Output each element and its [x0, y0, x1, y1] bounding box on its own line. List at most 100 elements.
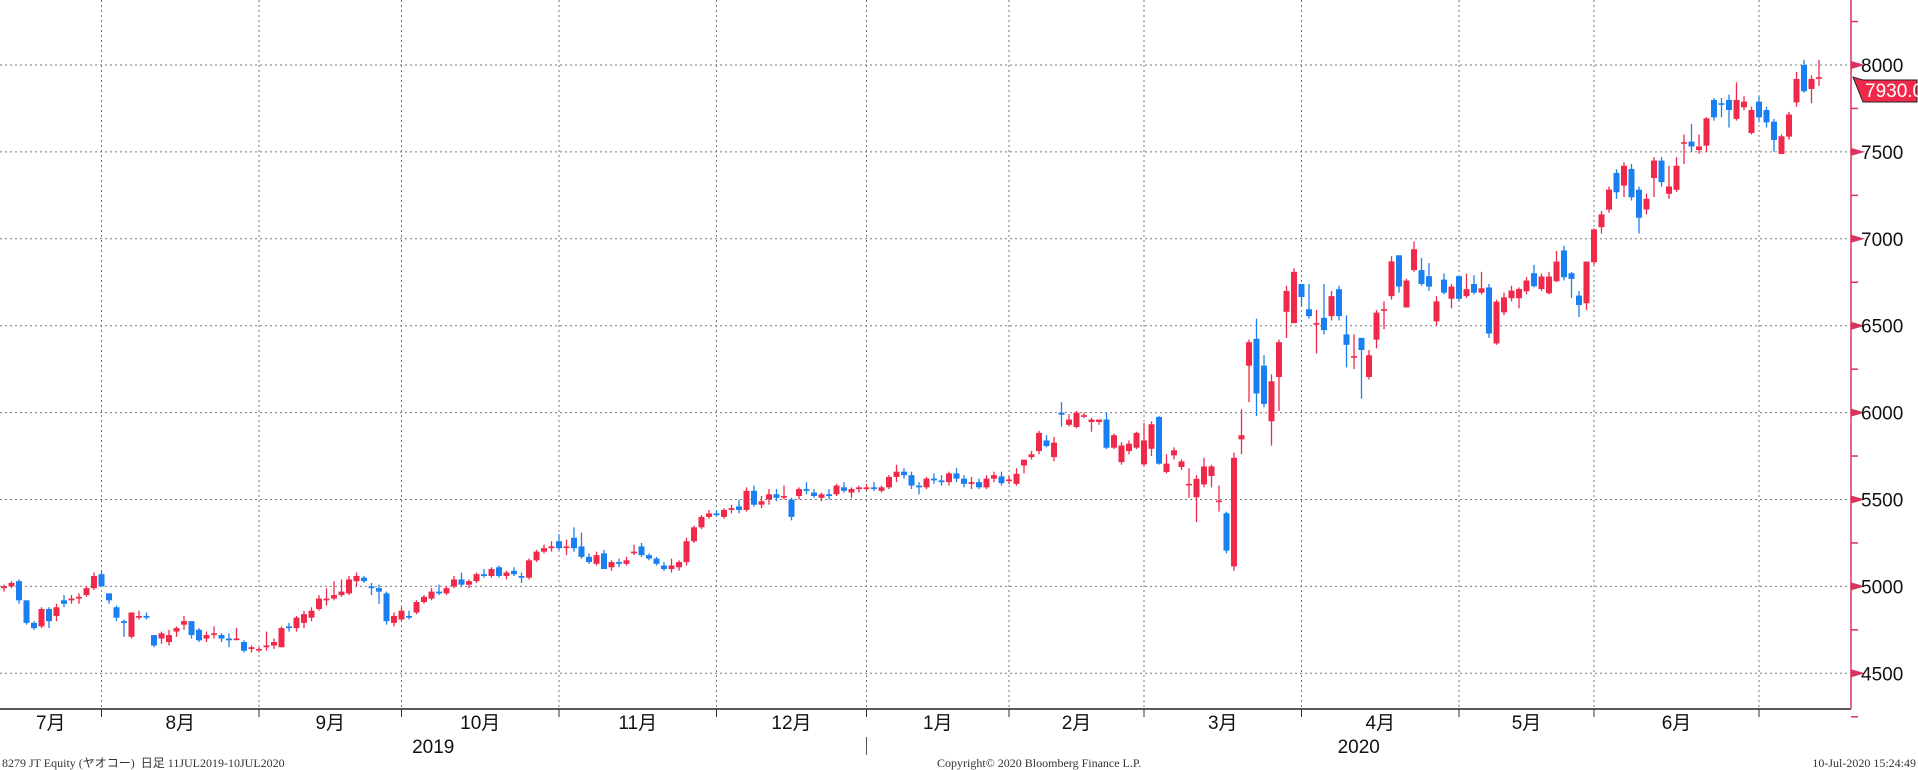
candle-body — [481, 574, 487, 576]
candle-body — [1816, 77, 1822, 79]
candle — [113, 605, 120, 622]
candle — [511, 567, 517, 576]
candle — [1133, 431, 1140, 450]
candle — [683, 537, 690, 566]
candle — [1456, 275, 1462, 302]
candle — [1658, 157, 1665, 187]
candle — [991, 471, 997, 483]
candle-body — [1688, 141, 1695, 147]
copyright: Copyright© 2020 Bloomberg Finance L.P. — [937, 756, 1142, 770]
candle-body — [113, 607, 120, 618]
candle — [1261, 355, 1267, 408]
candle — [1298, 283, 1305, 307]
candle-body — [923, 478, 930, 488]
candle-body — [1808, 78, 1815, 89]
candle-body — [1696, 146, 1702, 150]
candle — [1306, 283, 1312, 319]
candle — [541, 544, 547, 554]
candle — [1688, 124, 1695, 152]
candle — [908, 471, 915, 490]
candle — [218, 633, 225, 643]
candle — [1141, 423, 1147, 467]
candle — [1756, 96, 1762, 123]
candle — [158, 631, 165, 644]
candle — [458, 572, 465, 587]
candle — [1366, 350, 1372, 380]
candle — [721, 508, 727, 519]
candle-body — [8, 582, 15, 587]
candle — [856, 485, 862, 493]
candle-body — [736, 506, 742, 510]
candle — [1741, 96, 1747, 111]
candle — [818, 492, 825, 502]
candle-body — [706, 513, 712, 517]
month-label: 4月 — [1365, 713, 1395, 734]
candle-body — [1576, 295, 1582, 306]
candle-body — [586, 556, 592, 563]
candle — [1621, 162, 1627, 198]
candle-body — [106, 593, 112, 601]
candle-body — [331, 595, 337, 599]
candle — [803, 482, 810, 495]
month-label: 3月 — [1208, 713, 1238, 734]
candle-body — [1343, 334, 1350, 345]
candle — [1793, 71, 1800, 107]
candle — [241, 640, 247, 653]
candle — [1148, 421, 1155, 457]
candle-body — [983, 478, 990, 488]
candle — [1523, 277, 1530, 295]
candle — [1073, 410, 1080, 429]
candle-body — [991, 475, 997, 479]
candle-body — [1216, 500, 1222, 503]
candle — [196, 628, 202, 643]
candle-body — [91, 575, 97, 589]
candle-body — [571, 537, 577, 549]
candle-body — [1058, 412, 1065, 415]
candle-body — [976, 482, 982, 488]
candle — [383, 591, 390, 625]
candle-body — [1546, 276, 1552, 294]
candle-body — [691, 527, 697, 542]
candle-body — [1403, 280, 1410, 308]
candle-body — [271, 642, 277, 646]
candle — [1778, 134, 1785, 154]
candle — [323, 588, 330, 606]
candle-body — [391, 615, 397, 623]
candle — [1006, 475, 1012, 484]
candle-body — [1358, 337, 1365, 351]
candle — [451, 575, 457, 589]
candle-body — [511, 570, 517, 575]
month-label: 11月 — [618, 713, 657, 734]
candle — [1426, 263, 1432, 291]
candle-body — [961, 478, 967, 484]
month-label: 5月 — [1512, 713, 1542, 734]
y-tick-marker — [1851, 234, 1865, 243]
candle-body — [361, 577, 367, 582]
candle — [601, 549, 607, 570]
candle-body — [1006, 479, 1012, 482]
candle — [1268, 374, 1275, 446]
candle-body — [556, 541, 562, 549]
candle — [98, 570, 105, 587]
candle-body — [1178, 461, 1185, 467]
candle — [563, 539, 570, 556]
candle-body — [938, 480, 945, 483]
candle — [53, 603, 60, 622]
candle — [1718, 98, 1725, 118]
candle-body — [781, 496, 787, 498]
candle-body — [1636, 189, 1642, 218]
candle — [46, 607, 52, 629]
candle-body — [1486, 287, 1492, 334]
candle — [1396, 255, 1402, 293]
candle — [1171, 447, 1177, 460]
candle — [1748, 106, 1755, 135]
candle — [248, 645, 255, 653]
candle — [623, 556, 630, 566]
candle — [998, 471, 1005, 486]
candle — [1606, 186, 1612, 213]
candle-body — [1096, 419, 1102, 422]
candle — [706, 509, 712, 519]
candle — [1538, 273, 1545, 291]
candle-body — [143, 615, 150, 618]
candle — [638, 542, 645, 557]
